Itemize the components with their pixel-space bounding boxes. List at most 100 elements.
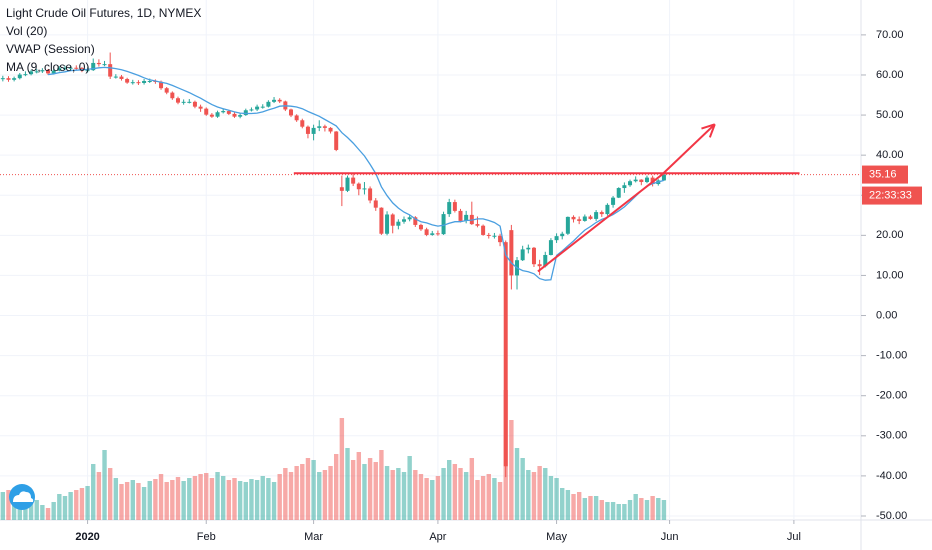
volume-bar xyxy=(40,505,45,520)
volume-bar xyxy=(339,418,345,520)
candle-body xyxy=(192,101,197,107)
candle-body xyxy=(215,112,220,117)
y-tick-label: 20.00 xyxy=(876,229,904,241)
x-tick-label: Feb xyxy=(197,531,216,543)
candle-body xyxy=(492,235,497,237)
candle-body xyxy=(23,74,28,76)
candle-body xyxy=(594,212,599,219)
logo xyxy=(9,484,35,510)
y-tick-label: 10.00 xyxy=(876,269,904,281)
candle-body xyxy=(464,214,469,221)
candle-body xyxy=(204,108,209,115)
candle-body xyxy=(328,127,333,132)
volume-bar xyxy=(639,498,644,520)
volume-bar xyxy=(531,472,537,520)
candle-body xyxy=(322,126,327,128)
candle-body xyxy=(294,115,299,121)
y-tick-label: 60.00 xyxy=(876,69,904,81)
candle-body xyxy=(588,216,593,219)
countdown-label: 22:33:33 xyxy=(869,189,912,201)
candle-body xyxy=(611,197,616,205)
volume-bar xyxy=(537,466,542,520)
volume-bar xyxy=(328,466,333,520)
volume-bar xyxy=(85,486,90,520)
candle-body xyxy=(34,71,39,73)
candle-body xyxy=(661,174,666,181)
volume-bar xyxy=(102,450,107,520)
candle-body xyxy=(175,98,180,103)
candle-body xyxy=(12,78,17,80)
volume-bar xyxy=(305,458,311,520)
volume-bar xyxy=(243,482,248,520)
volume-bar xyxy=(548,476,554,520)
candle-body xyxy=(543,254,548,267)
candle-body xyxy=(385,214,390,234)
volume-bar xyxy=(463,472,469,520)
candle-body xyxy=(633,179,638,182)
volume-bar xyxy=(260,476,265,520)
legend-entry: Vol (20) xyxy=(6,24,47,38)
volume-bar xyxy=(418,474,424,520)
candle-body xyxy=(537,264,542,267)
volume-bar xyxy=(582,498,588,520)
candle-body xyxy=(402,219,407,222)
candle-body xyxy=(232,113,237,117)
candle-body xyxy=(91,62,96,71)
volume-bar xyxy=(164,482,169,520)
candle-body xyxy=(288,109,293,116)
volume-bar xyxy=(379,450,384,520)
volume-bar xyxy=(492,478,497,520)
volume-bar xyxy=(633,494,638,520)
volume-bar xyxy=(622,504,627,520)
volume-bar xyxy=(119,484,124,520)
candle-body xyxy=(187,101,192,103)
arrow-head xyxy=(708,123,716,138)
volume-bar xyxy=(0,492,6,520)
volume-bar xyxy=(198,474,203,520)
candle-body xyxy=(311,127,316,134)
volume-bar xyxy=(661,500,667,520)
volume-bar xyxy=(345,448,350,520)
candle-body xyxy=(159,81,164,89)
candle-body xyxy=(368,188,373,201)
volume-bar xyxy=(424,478,429,520)
volume-bar xyxy=(254,480,260,520)
volume-bar xyxy=(373,462,378,520)
candle-body xyxy=(531,247,536,265)
candle-body xyxy=(396,221,401,226)
candle-body xyxy=(46,70,51,74)
candle-body xyxy=(503,242,508,467)
volume-bar xyxy=(62,496,68,520)
volume-bar xyxy=(237,481,243,520)
volume-bar xyxy=(175,477,181,520)
candle-body xyxy=(96,62,101,65)
candle-body xyxy=(300,120,305,127)
volume-bar xyxy=(435,476,441,520)
volume-bar xyxy=(45,508,51,520)
volume-bar xyxy=(565,490,571,520)
ma-line xyxy=(47,66,665,281)
volume-bar xyxy=(158,474,164,520)
volume-bar xyxy=(204,473,209,520)
volume-bar xyxy=(91,464,96,520)
candle-body xyxy=(639,179,644,183)
candle-body xyxy=(599,212,604,215)
candle-body xyxy=(447,202,452,215)
candle-body xyxy=(255,106,260,110)
volume-bar xyxy=(141,487,147,520)
volume-bar xyxy=(650,496,655,520)
candle-body xyxy=(317,126,322,128)
candle-body xyxy=(266,101,271,107)
candle-body xyxy=(565,216,570,234)
volume-bar xyxy=(480,476,486,520)
y-tick-label: 40.00 xyxy=(876,149,904,161)
volume-bar xyxy=(458,468,463,520)
volume-bar xyxy=(322,470,328,520)
volume-bar xyxy=(656,498,661,520)
volume-bar xyxy=(390,470,395,520)
volume-bar xyxy=(271,482,277,520)
volume-bar xyxy=(350,460,356,520)
candle-body xyxy=(356,183,361,190)
candle-body xyxy=(424,229,429,235)
y-tick-label: 70.00 xyxy=(876,29,904,41)
